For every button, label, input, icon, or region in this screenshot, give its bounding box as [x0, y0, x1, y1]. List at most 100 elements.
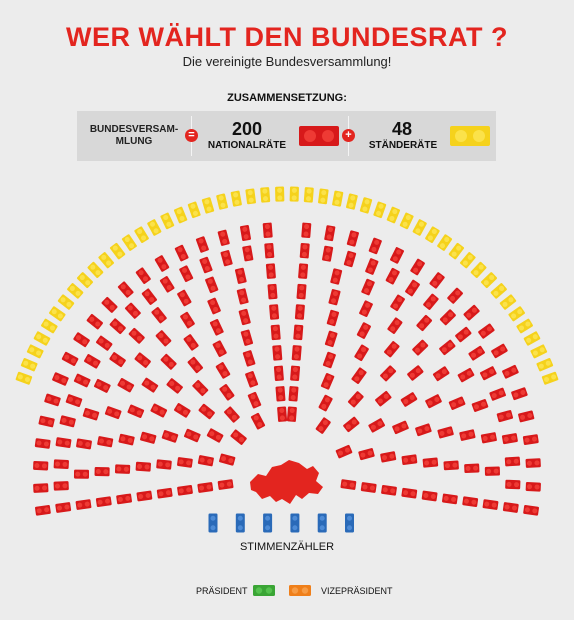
council-of-states-seat — [332, 190, 344, 207]
national-council-seat — [525, 482, 541, 492]
national-council-seat — [197, 455, 214, 467]
national-council-seat — [301, 222, 312, 239]
national-council-seat — [522, 434, 539, 445]
national-council-seat — [439, 309, 456, 326]
council-of-states-seat — [490, 283, 507, 299]
national-council-seat — [322, 245, 334, 262]
council-of-states-seat — [41, 318, 58, 334]
national-council-seat — [219, 453, 236, 466]
national-council-seat — [358, 448, 375, 461]
national-council-seat — [324, 330, 338, 348]
national-council-seat — [184, 428, 201, 443]
national-council-seat — [518, 410, 535, 423]
national-brick-icon — [299, 126, 339, 146]
president-brick-icon — [253, 585, 275, 596]
national-council-seat — [117, 281, 134, 298]
council-of-states-seat — [26, 344, 44, 359]
national-council-seat — [432, 366, 450, 382]
national-council-seat — [286, 406, 297, 422]
council-of-states-seat — [516, 318, 533, 334]
national-council-seat — [502, 364, 519, 379]
national-council-seat — [326, 309, 340, 327]
national-council-seat — [97, 436, 114, 448]
council-of-states-seat — [499, 294, 517, 310]
council-of-states-seat — [523, 331, 541, 346]
assembly-label: BUNDESVERSAM- MLUNG — [83, 124, 185, 148]
council-of-states-seat — [412, 219, 427, 236]
national-council-seat — [109, 318, 126, 335]
national-council-seat — [384, 341, 400, 358]
council-of-states-seat — [245, 188, 256, 205]
national-council-seat — [359, 300, 373, 318]
national-council-seat — [34, 438, 51, 449]
national-council-seat — [380, 451, 397, 463]
national-council-seat — [360, 482, 377, 493]
national-council-seat — [59, 415, 76, 428]
council-of-states-seat — [480, 272, 498, 289]
national-council-seat — [270, 324, 281, 341]
national-council-seat — [368, 418, 386, 433]
national-council-seat — [381, 484, 397, 496]
national-council-seat — [217, 479, 234, 490]
national-council-seat — [230, 429, 247, 445]
national-council-seat — [247, 391, 262, 409]
national-council-seat — [136, 490, 153, 502]
national-council-seat — [482, 499, 499, 510]
national-council-seat — [217, 229, 230, 246]
national-council-seat — [439, 339, 456, 356]
national-council-seat — [484, 466, 500, 476]
national-council-seat — [73, 332, 90, 348]
council-of-states-seat — [160, 212, 175, 230]
national-council-seat — [318, 394, 333, 412]
national-council-seat — [415, 423, 432, 437]
equals-icon: = — [185, 129, 198, 142]
national-council-seat — [212, 340, 227, 358]
national-council-seat — [354, 344, 369, 362]
national-council-seat — [166, 378, 183, 394]
national-council-seat — [239, 225, 252, 241]
council-of-states-seat — [98, 252, 114, 269]
national-council-seat — [128, 327, 145, 344]
national-council-seat — [174, 403, 191, 418]
national-council-seat — [161, 430, 179, 443]
national-council-seat — [277, 406, 288, 422]
national-council-seat — [155, 330, 172, 347]
council-of-states-seat — [121, 234, 137, 251]
national-council-seat — [159, 276, 175, 293]
national-council-seat — [361, 278, 375, 296]
national-council-seat — [502, 502, 519, 513]
national-council-seat — [95, 496, 112, 508]
national-council-seat — [401, 487, 418, 499]
national-council-seat — [496, 410, 514, 423]
national-council-seat — [412, 339, 429, 356]
council-of-states-seat — [536, 358, 554, 372]
teller-seat — [235, 513, 245, 533]
national-council-seat — [437, 426, 454, 439]
council-of-states-seat — [530, 344, 548, 359]
national-council-seat — [264, 242, 275, 259]
council-of-states-seat — [147, 219, 162, 236]
council-of-states-seat — [49, 306, 66, 322]
national-council-seat — [127, 404, 145, 419]
national-council-seat — [156, 459, 172, 470]
national-council-seat — [33, 483, 49, 493]
national-council-seat — [238, 308, 251, 326]
council-of-states-seat — [425, 226, 440, 243]
assembly-label-line2: MLUNG — [115, 136, 153, 147]
national-council-seat — [272, 345, 283, 361]
national-council-seat — [294, 304, 305, 320]
national-council-seat — [356, 322, 371, 339]
national-council-seat — [525, 458, 541, 468]
council-of-states-seat — [76, 272, 94, 289]
council-of-states-seat — [399, 212, 414, 230]
parliament-seating-diagram — [15, 186, 559, 533]
plus-icon: + — [342, 129, 355, 142]
national-council-seat — [183, 334, 199, 351]
national-council-seat — [55, 502, 72, 513]
national-council-seat — [390, 294, 405, 312]
national-council-seat — [141, 288, 158, 305]
council-of-states-seat — [289, 186, 299, 202]
national-council-seat — [177, 289, 192, 307]
national-council-seat — [425, 394, 442, 409]
national-council-seat — [340, 479, 357, 490]
